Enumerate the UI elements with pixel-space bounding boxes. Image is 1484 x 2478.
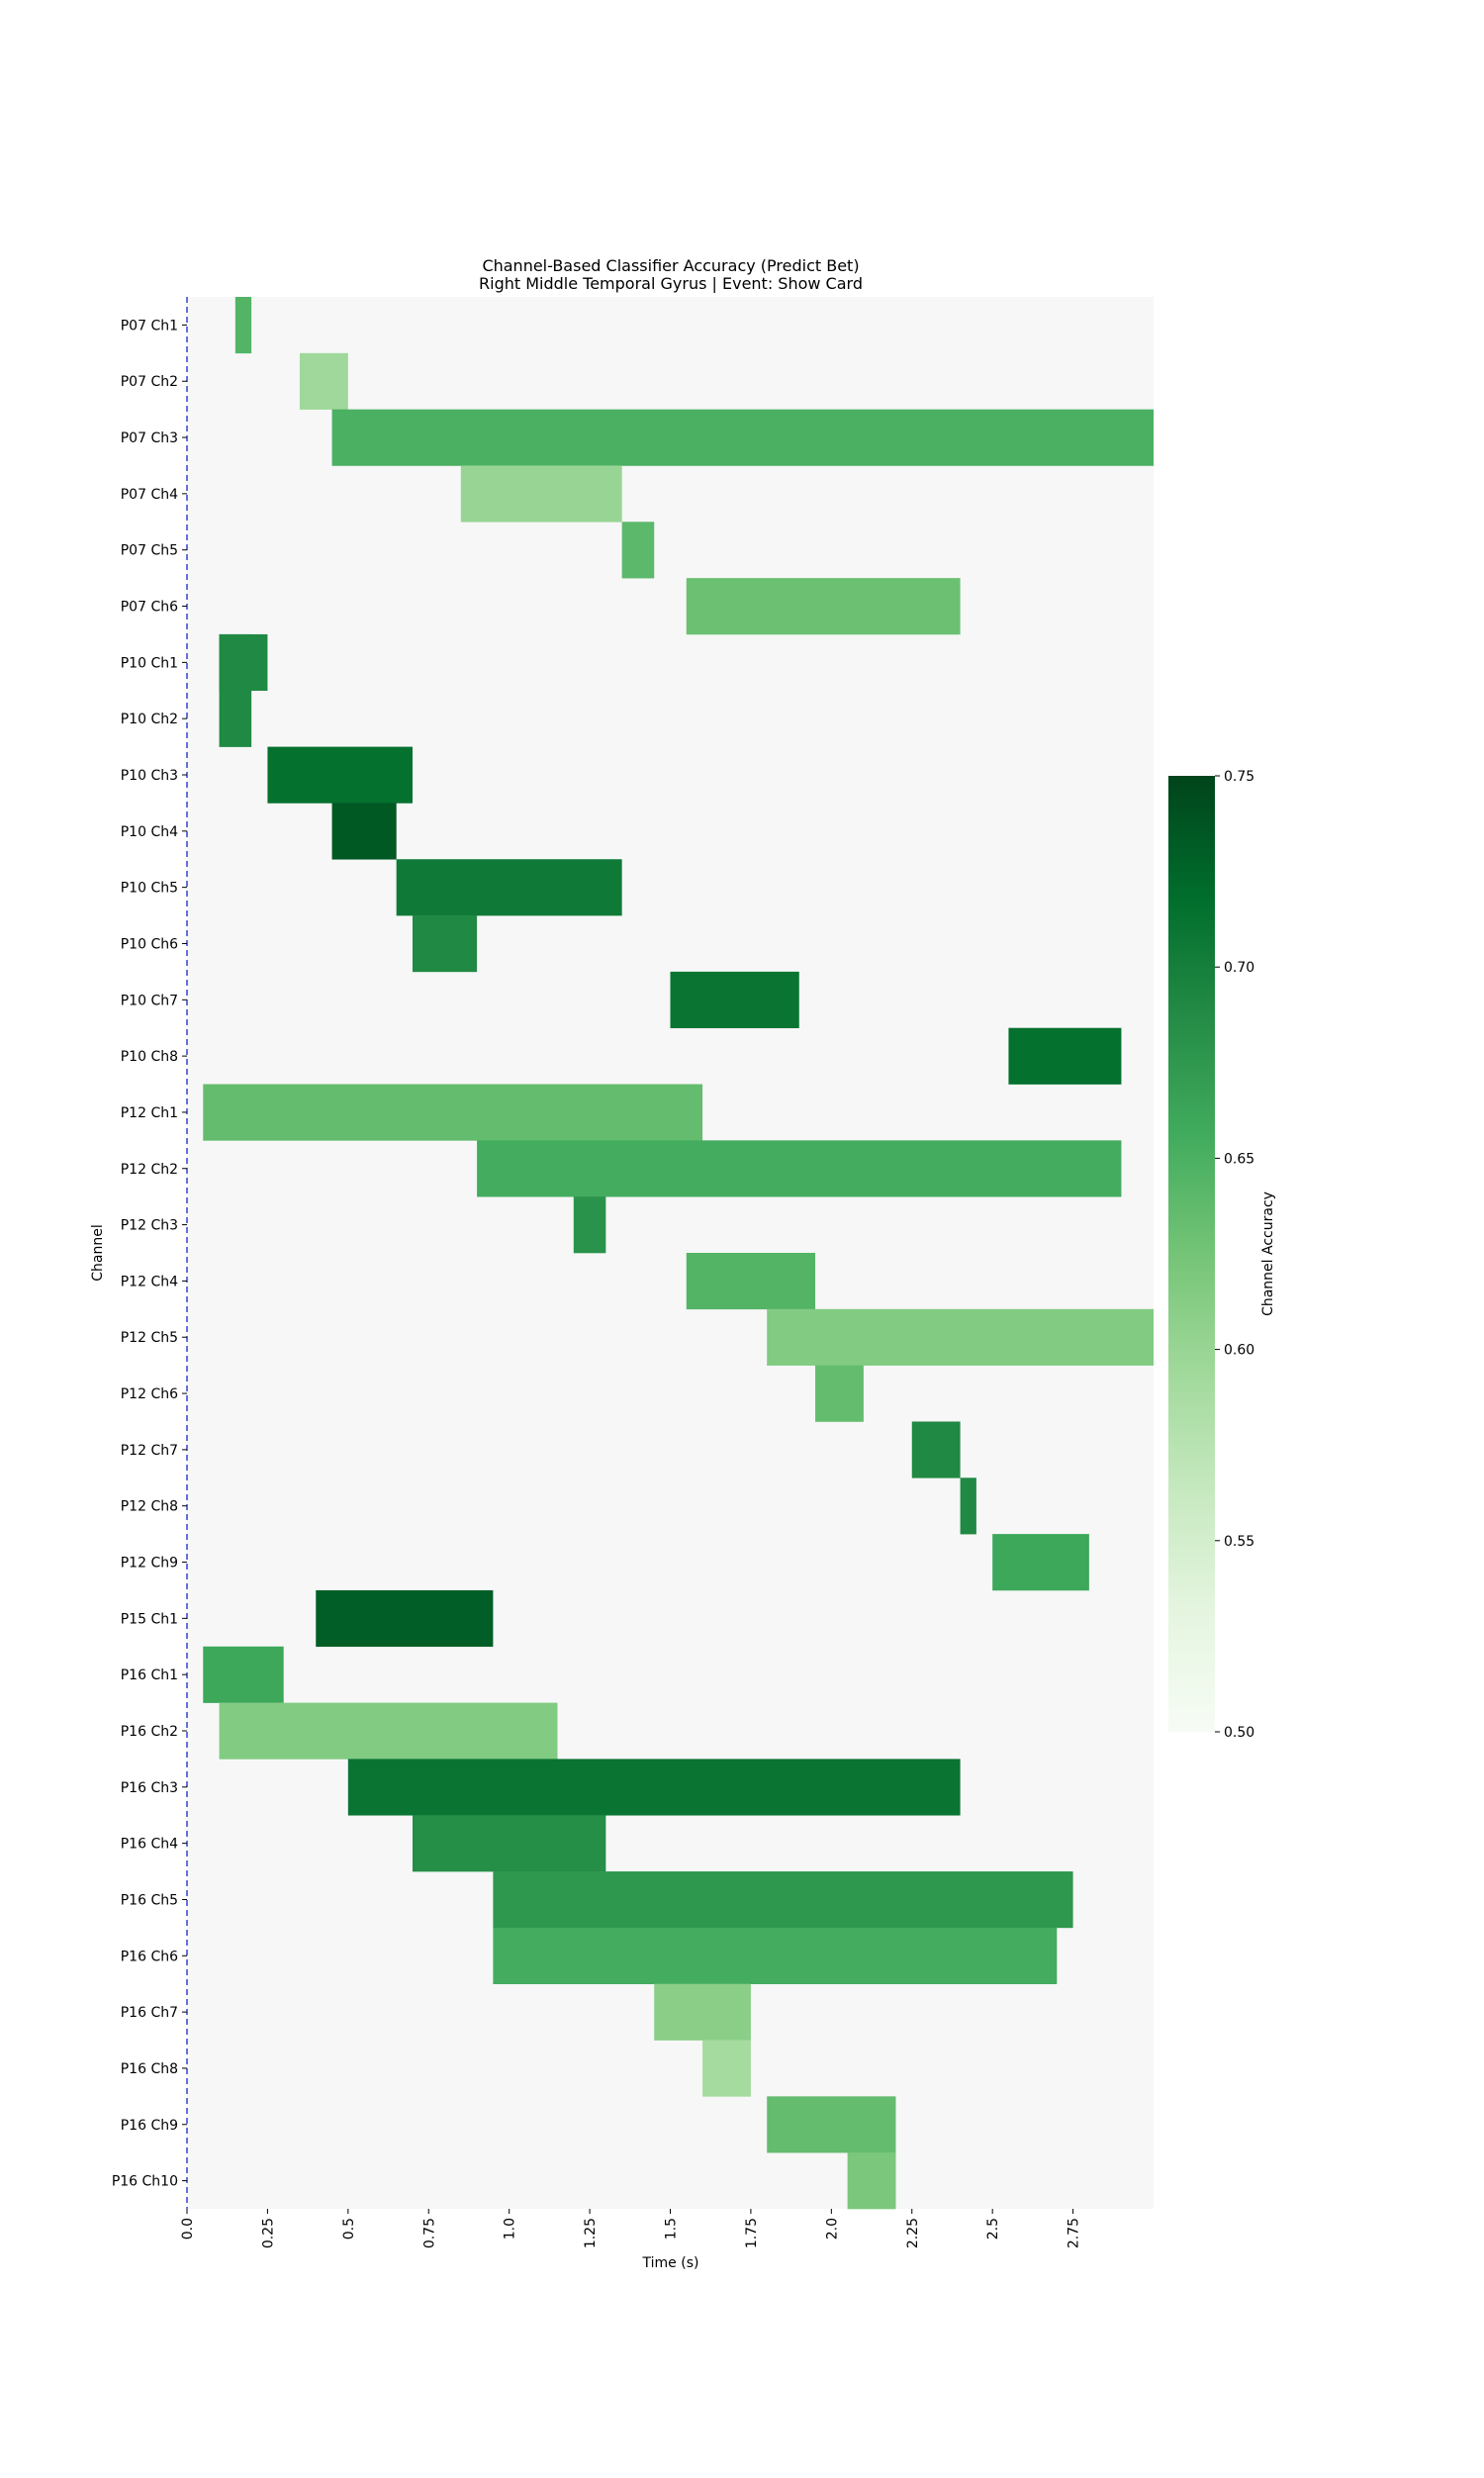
heatmap-cell: [1008, 1027, 1122, 1085]
heatmap-cell: [412, 915, 478, 973]
y-tick-label: P12 Ch8: [121, 1499, 178, 1515]
y-tick-label: P10 Ch2: [121, 712, 178, 727]
x-tick-label: 0.25: [260, 2218, 276, 2248]
y-tick-label: P16 Ch5: [121, 1892, 178, 1908]
heatmap-cell: [219, 1702, 558, 1760]
x-tick-label: 1.25: [583, 2218, 599, 2248]
colorbar-tick-label: 0.75: [1224, 769, 1254, 785]
y-tick-label: P16 Ch3: [121, 1780, 178, 1796]
x-tick-label: 0.5: [341, 2218, 357, 2240]
y-tick-label: P12 Ch4: [121, 1274, 178, 1289]
heatmap-cell: [573, 1196, 606, 1254]
x-tick-label: 1.75: [744, 2218, 760, 2248]
heatmap-cell: [654, 1983, 751, 2041]
y-tick-label: P10 Ch1: [121, 655, 178, 671]
heatmap-cell: [702, 2040, 751, 2097]
y-tick-label: P10 Ch6: [121, 936, 178, 952]
y-tick-label: P16 Ch2: [121, 1724, 178, 1740]
heatmap-cell: [767, 1308, 1154, 1366]
x-tick-label: 2.0: [824, 2218, 840, 2240]
heatmap-cell: [219, 633, 252, 692]
y-tick-label: P16 Ch10: [112, 2174, 178, 2190]
heatmap-cell: [911, 1421, 961, 1478]
x-tick-label: 2.25: [905, 2218, 921, 2248]
y-tick-label: P12 Ch2: [121, 1162, 178, 1178]
y-tick-label: P12 Ch9: [121, 1556, 178, 1572]
x-tick-label: 2.5: [985, 2218, 1001, 2240]
x-axis-label: Time (s): [642, 2255, 699, 2271]
y-axis-label: Channel: [90, 1224, 106, 1281]
y-tick-label: P10 Ch3: [121, 768, 178, 784]
y-tick-label: P12 Ch5: [121, 1330, 178, 1346]
x-tick-label: 0.0: [180, 2218, 196, 2240]
colorbar-axis: 0.50 0.55 0.60 0.65 0.70 0.75: [1215, 769, 1254, 1741]
x-tick-label: 1.0: [503, 2218, 518, 2240]
y-tick-label: P07 Ch3: [121, 430, 178, 446]
heatmap-cell: [847, 2152, 896, 2210]
heatmap-cells: [203, 297, 1154, 2210]
y-tick-label: P12 Ch3: [121, 1218, 178, 1234]
heatmap-cell: [477, 1140, 1122, 1197]
x-axis: 0.0 0.25 0.5 0.75 1.0 1.25 1.5 1.75 2.0 2.25 2.5 2.…: [180, 2209, 1082, 2248]
heatmap-cell: [621, 522, 655, 579]
heatmap-cell: [299, 352, 348, 410]
y-tick-label: P07 Ch2: [121, 374, 178, 390]
x-tick-label: 1.5: [664, 2218, 680, 2240]
chart-title-line-1: Channel-Based Classifier Accuracy (Predi…: [482, 256, 859, 275]
y-tick-label: P10 Ch5: [121, 881, 178, 897]
y-tick-label: P10 Ch7: [121, 993, 178, 1008]
heatmap-cell: [331, 803, 397, 860]
heatmap-cell: [686, 1253, 816, 1310]
colorbar-tick-label: 0.65: [1224, 1151, 1254, 1167]
heatmap-cell: [686, 578, 961, 635]
colorbar-tick-label: 0.70: [1224, 960, 1254, 976]
y-tick-label: P07 Ch1: [121, 318, 178, 334]
heatmap-cell: [460, 465, 622, 523]
heatmap-cell: [267, 746, 413, 804]
y-tick-label: P16 Ch7: [121, 2005, 178, 2021]
heatmap-cell: [234, 297, 252, 354]
heatmap-cell: [316, 1589, 494, 1648]
y-tick-label: P07 Ch6: [121, 600, 178, 616]
y-tick-label: P10 Ch8: [121, 1049, 178, 1065]
chart-title-line-2: Right Middle Temporal Gyrus | Event: Sho…: [479, 274, 863, 293]
y-tick-label: P16 Ch9: [121, 2118, 178, 2134]
y-tick-label: P15 Ch1: [121, 1611, 178, 1627]
y-tick-label: P12 Ch6: [121, 1386, 178, 1402]
y-tick-label: P16 Ch1: [121, 1668, 178, 1683]
colorbar-tick-label: 0.60: [1224, 1343, 1254, 1359]
heatmap-cell: [203, 1646, 284, 1703]
heatmap-cell: [219, 690, 252, 747]
y-tick-label: P12 Ch7: [121, 1443, 178, 1459]
y-axis: P07 Ch1 P07 Ch2 P07 Ch3 P07 Ch4 P07 Ch5 P07 C…: [112, 318, 187, 2190]
heatmap-cell: [493, 1871, 1073, 1929]
y-tick-label: P16 Ch6: [121, 1949, 178, 1964]
colorbar-tick-label: 0.50: [1224, 1725, 1254, 1741]
y-tick-label: P10 Ch4: [121, 824, 178, 840]
heatmap-cell: [767, 2096, 896, 2153]
heatmap-cell: [412, 1815, 606, 1872]
heatmap-cell: [960, 1477, 976, 1535]
x-tick-label: 0.75: [421, 2218, 437, 2248]
heatmap-cell: [992, 1534, 1089, 1591]
heatmap-cell: [331, 409, 1154, 466]
colorbar-label: Channel Accuracy: [1260, 1191, 1276, 1316]
y-tick-label: P16 Ch4: [121, 1837, 178, 1853]
heatmap-cell: [493, 1927, 1058, 1984]
heatmap-cell: [347, 1759, 961, 1816]
heatmap-cell: [815, 1365, 864, 1422]
heatmap-cell: [396, 859, 622, 916]
x-tick-label: 2.75: [1067, 2218, 1082, 2248]
y-tick-label: P12 Ch1: [121, 1105, 178, 1121]
colorbar: [1168, 776, 1215, 1732]
heatmap-cell: [203, 1084, 703, 1141]
heatmap-cell: [670, 971, 799, 1028]
colorbar-tick-label: 0.55: [1224, 1534, 1254, 1550]
y-tick-label: P07 Ch5: [121, 543, 178, 559]
y-tick-label: P07 Ch4: [121, 487, 178, 503]
y-tick-label: P16 Ch8: [121, 2061, 178, 2077]
